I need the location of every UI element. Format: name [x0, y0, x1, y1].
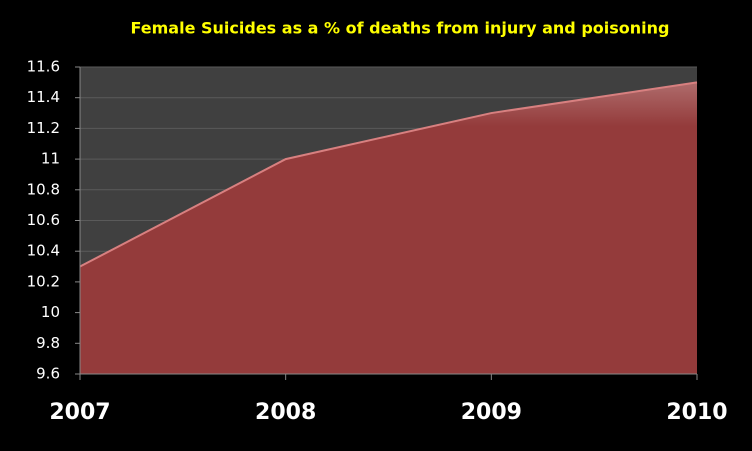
y-tick-label: 10.6: [27, 211, 60, 229]
y-tick-label: 11: [41, 150, 60, 168]
y-tick-label: 10.2: [27, 272, 60, 290]
x-tick-label: 2008: [255, 400, 316, 425]
y-tick-label: 10.4: [27, 242, 60, 260]
y-tick-label: 11.2: [27, 119, 60, 137]
y-tick-label: 10.8: [27, 180, 60, 198]
y-tick-label: 11.4: [27, 88, 60, 106]
x-tick-label: 2009: [461, 400, 522, 425]
area-highlight: [80, 82, 697, 374]
chart-title: Female Suicides as a % of deaths from in…: [131, 19, 670, 38]
y-tick-label: 9.6: [36, 365, 60, 383]
y-tick-label: 9.8: [36, 334, 60, 352]
area-edge: [79, 81, 698, 268]
y-tick-label: 10: [41, 303, 60, 321]
x-tick-label: 2007: [49, 400, 110, 425]
y-tick-label: 11.6: [27, 58, 60, 76]
x-tick-label: 2010: [666, 400, 727, 425]
